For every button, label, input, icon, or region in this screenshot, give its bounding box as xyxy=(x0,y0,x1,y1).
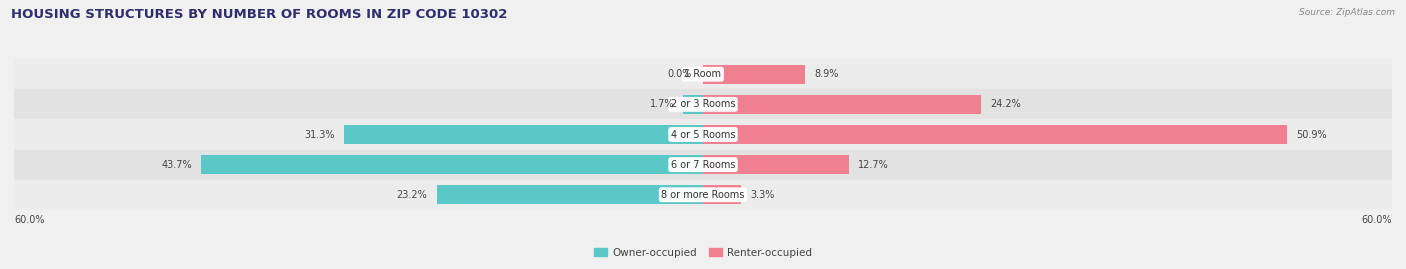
Text: 4 or 5 Rooms: 4 or 5 Rooms xyxy=(671,129,735,140)
Text: 3.3%: 3.3% xyxy=(749,190,775,200)
Text: 1.7%: 1.7% xyxy=(650,99,675,109)
Text: 12.7%: 12.7% xyxy=(858,160,889,170)
Text: 8.9%: 8.9% xyxy=(814,69,839,79)
Text: 23.2%: 23.2% xyxy=(396,190,427,200)
Text: 60.0%: 60.0% xyxy=(1361,215,1392,225)
Text: 60.0%: 60.0% xyxy=(14,215,45,225)
Text: 31.3%: 31.3% xyxy=(304,129,335,140)
Bar xyxy=(703,185,741,204)
Text: Source: ZipAtlas.com: Source: ZipAtlas.com xyxy=(1299,8,1395,17)
Text: 24.2%: 24.2% xyxy=(990,99,1021,109)
Bar xyxy=(14,59,1392,89)
Text: HOUSING STRUCTURES BY NUMBER OF ROOMS IN ZIP CODE 10302: HOUSING STRUCTURES BY NUMBER OF ROOMS IN… xyxy=(11,8,508,21)
Text: 50.9%: 50.9% xyxy=(1296,129,1327,140)
Bar xyxy=(703,155,849,174)
Text: 8 or more Rooms: 8 or more Rooms xyxy=(661,190,745,200)
Text: 2 or 3 Rooms: 2 or 3 Rooms xyxy=(671,99,735,109)
Bar xyxy=(703,95,981,114)
Bar xyxy=(14,119,1392,150)
Bar xyxy=(437,185,703,204)
Bar xyxy=(14,89,1392,119)
Bar xyxy=(14,150,1392,180)
Bar xyxy=(703,125,1288,144)
Text: 1 Room: 1 Room xyxy=(685,69,721,79)
Legend: Owner-occupied, Renter-occupied: Owner-occupied, Renter-occupied xyxy=(591,243,815,262)
Bar xyxy=(703,65,806,84)
Bar xyxy=(343,125,703,144)
Bar xyxy=(201,155,703,174)
Text: 43.7%: 43.7% xyxy=(162,160,193,170)
Bar xyxy=(683,95,703,114)
Text: 6 or 7 Rooms: 6 or 7 Rooms xyxy=(671,160,735,170)
Text: 0.0%: 0.0% xyxy=(666,69,692,79)
Bar xyxy=(14,180,1392,210)
